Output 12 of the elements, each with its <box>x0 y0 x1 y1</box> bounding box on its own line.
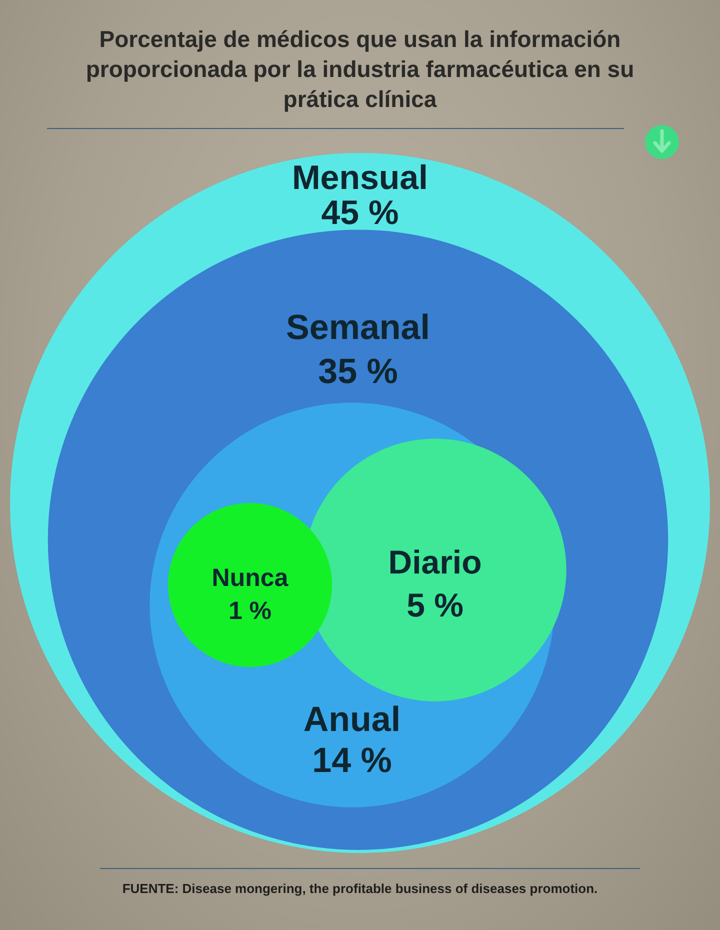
data-label: 1 % <box>228 597 272 625</box>
data-label: 14 % <box>312 740 392 780</box>
category-label: Nunca <box>212 564 290 592</box>
category-label: Anual <box>303 700 401 739</box>
category-label: Semanal <box>286 308 430 348</box>
source-note: FUENTE: Disease mongering, the profitable business of diseases promotion. <box>121 880 599 898</box>
category-label: Mensual <box>292 159 428 197</box>
data-label: 35 % <box>318 352 398 392</box>
data-label: 5 % <box>406 586 464 624</box>
text: Porcentaje de médicos que usan la información proporcionada por la industria farmacéutica en su prática clínica <box>84 25 636 114</box>
data-label: 45 % <box>321 194 399 232</box>
category-label: Diario <box>388 544 482 580</box>
